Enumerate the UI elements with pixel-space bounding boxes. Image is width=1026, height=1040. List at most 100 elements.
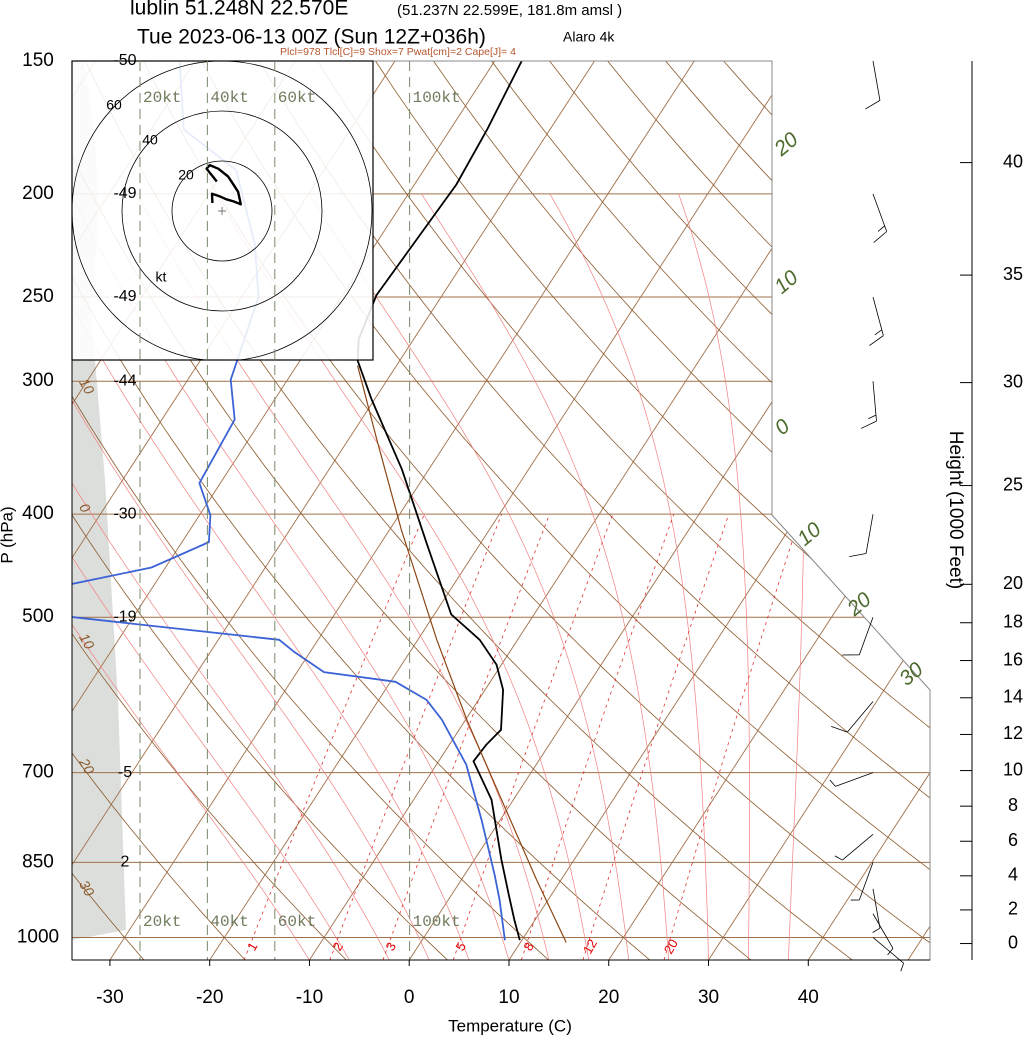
dry-adiabat (491, 61, 930, 960)
x-tick-label: 10 (498, 987, 519, 1008)
mixing-ratio-line (663, 513, 802, 960)
mixing-ratio-line (243, 513, 425, 960)
y2-tick-label: 12 (1003, 723, 1023, 743)
y-tick-label: 500 (22, 606, 54, 627)
y2-tick-label: 2 (1008, 899, 1018, 919)
adiabat-label: 20 (76, 754, 98, 777)
x-tick-label: -10 (296, 987, 323, 1008)
x-tick-label: -30 (96, 987, 123, 1008)
wind-barb (872, 193, 888, 243)
level-temp-label: 2 (121, 854, 130, 871)
y2-tick-label: 16 (1003, 649, 1023, 669)
y2-tick-label: 25 (1003, 474, 1023, 494)
hodograph-center (218, 207, 226, 215)
speed-marker-label: 100kt (413, 913, 461, 931)
profile-line (357, 365, 567, 943)
moist-adiabat (72, 193, 430, 960)
y-tick-label: 200 (22, 183, 54, 204)
y-tick-label: 300 (22, 370, 54, 391)
mixing-ratio-line (329, 513, 503, 960)
wind-barb (872, 888, 881, 933)
y-axis-label: P (hPa) (0, 506, 16, 563)
level-temp-label: -44 (113, 372, 136, 389)
y-tick-label: 850 (22, 851, 54, 872)
mixing-ratio-label: 20 (661, 936, 681, 956)
moist-adiabat (72, 193, 310, 960)
y2-tick-label: 18 (1003, 611, 1023, 631)
mixing-ratio-line (582, 513, 730, 960)
x-axis-label: Temperature (C) (448, 1016, 572, 1035)
wind-barb (865, 60, 881, 110)
mixing-ratio-label: 12 (580, 936, 600, 956)
dry-adiabat (72, 61, 145, 960)
adiabat-label: 10 (76, 375, 98, 397)
isotherm (72, 61, 496, 960)
speed-marker-label: 20kt (143, 913, 181, 931)
y2-tick-label: 35 (1003, 264, 1023, 284)
dry-adiabat (72, 61, 752, 960)
level-temp-label: -49 (113, 288, 136, 305)
level-temp-label: -50 (113, 52, 136, 69)
chart-title-2: Tue 2023-06-13 00Z (Sun 12Z+036h) (137, 26, 486, 49)
speed-marker-label: 20kt (143, 89, 181, 107)
speed-marker-label: 100kt (413, 89, 461, 107)
y2-tick-label: 14 (1003, 687, 1023, 707)
wind-barb (834, 834, 874, 861)
y2-tick-label: 30 (1003, 371, 1023, 391)
x-tick-label: 0 (404, 987, 415, 1008)
moist-adiabat (72, 193, 350, 960)
moist-adiabat (72, 193, 510, 960)
x-tick-label: 20 (598, 987, 619, 1008)
isotherm (72, 61, 595, 960)
wind-barb (829, 772, 874, 787)
mixing-ratio-line (382, 513, 550, 960)
y2-tick-label: 10 (1003, 759, 1023, 779)
hodograph-ring-label: 40 (142, 132, 158, 148)
indices: Plcl=978 Tlcl[C]=9 Shox=7 Pwat[cm]=2 Cap… (280, 46, 516, 58)
y2-tick-label: 6 (1008, 830, 1018, 850)
dry-adiabat (433, 61, 930, 960)
moist-adiabat (72, 193, 390, 960)
y2-tick-label: 0 (1008, 932, 1018, 952)
chart-title: lublin 51.248N 22.570E (130, 0, 348, 20)
speed-marker-label: 40kt (210, 89, 248, 107)
moist-adiabat (549, 193, 709, 960)
moist-adiabat (421, 193, 669, 960)
level-temp-label: -49 (113, 185, 136, 202)
y2-tick-label: 20 (1003, 573, 1023, 593)
dry-adiabat (317, 61, 930, 960)
moist-adiabat (214, 193, 590, 960)
moist-adiabat (678, 193, 750, 960)
wind-barb (842, 617, 874, 656)
subtitle: (51.237N 22.599E, 181.8m amsl ) (397, 2, 622, 19)
y2-tick-label: 4 (1008, 865, 1018, 885)
hodograph-ring-label: 60 (106, 97, 122, 113)
dry-adiabat (72, 61, 651, 960)
dry-adiabat (143, 61, 930, 960)
dry-adiabat (72, 61, 549, 960)
speed-marker-label: 40kt (210, 913, 248, 931)
y-tick-label: 250 (22, 286, 54, 307)
x-tick-label: 30 (698, 987, 719, 1008)
profile-line (356, 61, 523, 941)
dry-adiabat (72, 61, 347, 960)
y-tick-label: 700 (22, 762, 54, 783)
moist-adiabat (72, 193, 470, 960)
wind-barb (850, 862, 874, 901)
adiabat-label: 30 (76, 877, 98, 899)
moist-adiabat (136, 193, 550, 960)
level-temp-label: -30 (113, 505, 136, 522)
y2-axis-label: Height (1000 Feet) (945, 431, 966, 589)
x-tick-label: 40 (798, 987, 819, 1008)
wind-barb (869, 296, 884, 346)
dry-adiabat (72, 61, 246, 960)
speed-marker-label: 60kt (278, 913, 316, 931)
y2-tick-label: 8 (1008, 795, 1018, 815)
speed-marker-label: 60kt (278, 89, 316, 107)
x-tick-label: -20 (196, 987, 223, 1008)
level-temp-label: -19 (113, 608, 136, 625)
hodograph-trace (205, 163, 243, 206)
hodograph-ring (72, 61, 373, 360)
model-name: Alaro 4k (563, 29, 615, 45)
